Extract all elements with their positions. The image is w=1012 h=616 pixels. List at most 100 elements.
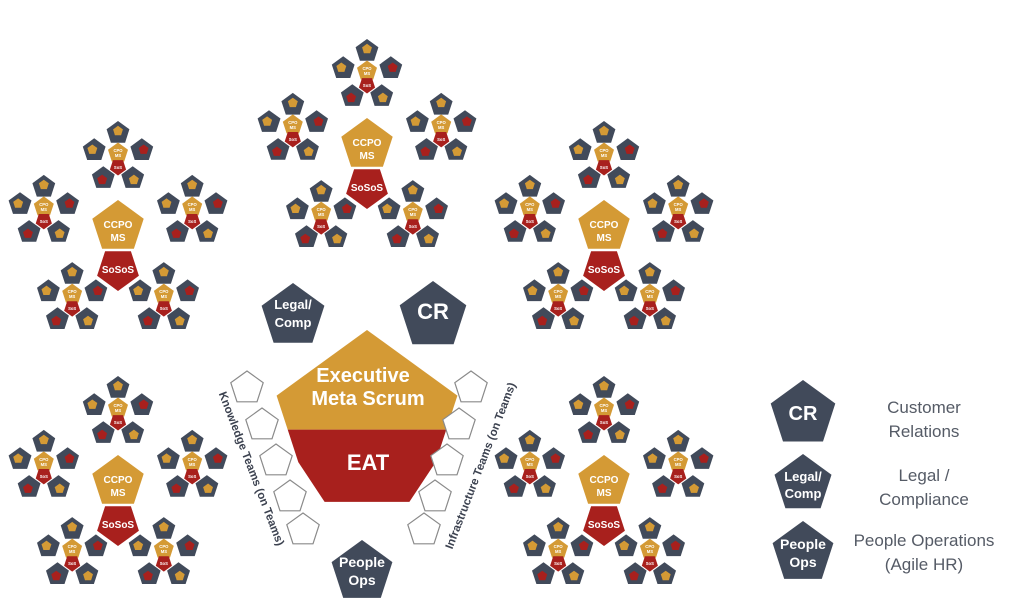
legend-cr-icon bbox=[770, 380, 836, 442]
team-accent bbox=[657, 483, 668, 493]
unit-cpo-label: CPO bbox=[362, 66, 372, 71]
sos-shape bbox=[595, 160, 613, 176]
team-accent bbox=[698, 453, 709, 463]
team-accent bbox=[583, 429, 594, 440]
unit-cpo-label: CPO bbox=[68, 544, 78, 549]
team-accent bbox=[573, 399, 584, 409]
ccpo-ms-shape bbox=[92, 200, 144, 249]
team-outlines bbox=[230, 370, 488, 545]
infrastructure-team-outline bbox=[454, 370, 488, 403]
team-accent bbox=[313, 116, 324, 126]
infrastructure-team-outline bbox=[430, 443, 464, 476]
team-accent bbox=[212, 198, 223, 208]
team-accent bbox=[387, 62, 398, 72]
sos-shape bbox=[550, 556, 567, 572]
unit-cpo-label: CPO bbox=[554, 544, 564, 549]
unit-ms-label: MS bbox=[189, 462, 195, 467]
team-accent bbox=[13, 453, 24, 463]
sososs-shape bbox=[97, 251, 139, 291]
team-accent bbox=[92, 285, 103, 295]
unit-ms-label: MS bbox=[601, 408, 607, 413]
unit-sos-label: SoS bbox=[674, 219, 682, 224]
unit-sos-label: SoS bbox=[674, 474, 682, 479]
cpo-ms-shape bbox=[668, 196, 689, 216]
ccpo-label: CCPO bbox=[353, 138, 382, 149]
unit-ms-label: MS bbox=[410, 212, 416, 217]
sososs-label: SoSoS bbox=[351, 183, 384, 194]
unit-ms-label: MS bbox=[189, 207, 195, 212]
cpo-ms-shape bbox=[153, 538, 174, 558]
sososs-shape bbox=[97, 506, 139, 546]
sos-shape bbox=[184, 469, 201, 485]
unit-cpo-label: CPO bbox=[159, 289, 169, 294]
team-accent bbox=[614, 429, 625, 440]
unit-cpo-label: CPO bbox=[188, 202, 198, 207]
cpo-ms-shape bbox=[402, 201, 423, 221]
legend-icon-cr-label: CR bbox=[789, 403, 818, 425]
sos-shape bbox=[184, 214, 201, 230]
knowledge-team-outline bbox=[230, 370, 264, 403]
team-accent bbox=[161, 453, 172, 463]
unit-sos-label: SoS bbox=[188, 474, 196, 479]
unit-sos-label: SoS bbox=[289, 137, 297, 142]
team-accent bbox=[158, 266, 169, 277]
unit-cpo-label: CPO bbox=[437, 120, 447, 125]
unit-cpo-label: CPO bbox=[288, 120, 298, 125]
sososs-shape bbox=[346, 169, 388, 209]
unit-cpo-label: CPO bbox=[645, 544, 655, 549]
team-accent bbox=[203, 228, 213, 238]
team-accent bbox=[550, 198, 561, 208]
team-accent bbox=[624, 144, 635, 154]
sososs-shape bbox=[583, 251, 625, 291]
team-accent bbox=[436, 97, 447, 108]
team-accent bbox=[647, 198, 658, 208]
unit-sos-label: SoS bbox=[160, 306, 168, 311]
team-accent bbox=[128, 429, 139, 440]
sososs-cluster: CPOMSSoSCPOMSSoSCPOMSSoSCPOMSSoSCPOMSSoS… bbox=[8, 121, 228, 329]
ccpo-label: CCPO bbox=[590, 475, 619, 486]
cr-pentagon bbox=[399, 281, 467, 345]
sos-shape bbox=[641, 301, 658, 317]
team-accent bbox=[272, 146, 282, 156]
unit-sos-label: SoS bbox=[40, 474, 48, 479]
sososs-label: SoSoS bbox=[588, 520, 621, 531]
ccpo-ms-label: MS bbox=[111, 233, 126, 244]
team-accent bbox=[550, 453, 561, 463]
team-accent bbox=[377, 92, 388, 103]
unit-ms-label: MS bbox=[601, 153, 607, 158]
unit-sos-label: SoS bbox=[554, 306, 562, 311]
unit-cpo-label: CPO bbox=[599, 403, 609, 408]
legend-text-customer: Customer bbox=[887, 398, 961, 417]
team-accent bbox=[452, 146, 462, 156]
team-accent bbox=[97, 174, 108, 185]
team-accent bbox=[336, 62, 347, 72]
cpo-ms-shape bbox=[548, 283, 569, 303]
cpo-ms-shape bbox=[639, 538, 660, 558]
team-accent bbox=[629, 315, 639, 326]
team-accent bbox=[644, 521, 655, 532]
cr-label: CR bbox=[417, 299, 449, 324]
infrastructure-team-outline bbox=[418, 479, 452, 512]
ccpo-label: CCPO bbox=[590, 220, 619, 231]
legal-comp-label-line1: Legal/ bbox=[274, 297, 312, 312]
team-accent bbox=[316, 184, 327, 195]
team-accent bbox=[537, 315, 548, 326]
legend-text-people-operations: People Operations bbox=[854, 531, 995, 550]
sos-shape bbox=[358, 78, 376, 94]
cpo-ms-shape bbox=[182, 451, 203, 471]
unit-ms-label: MS bbox=[647, 549, 653, 554]
legend-text-agile-hr: (Agile HR) bbox=[885, 555, 963, 574]
unit-cpo-label: CPO bbox=[554, 289, 564, 294]
team-accent bbox=[660, 570, 671, 581]
legal-comp-pentagon bbox=[261, 283, 325, 343]
cpo-ms-shape bbox=[33, 196, 54, 216]
